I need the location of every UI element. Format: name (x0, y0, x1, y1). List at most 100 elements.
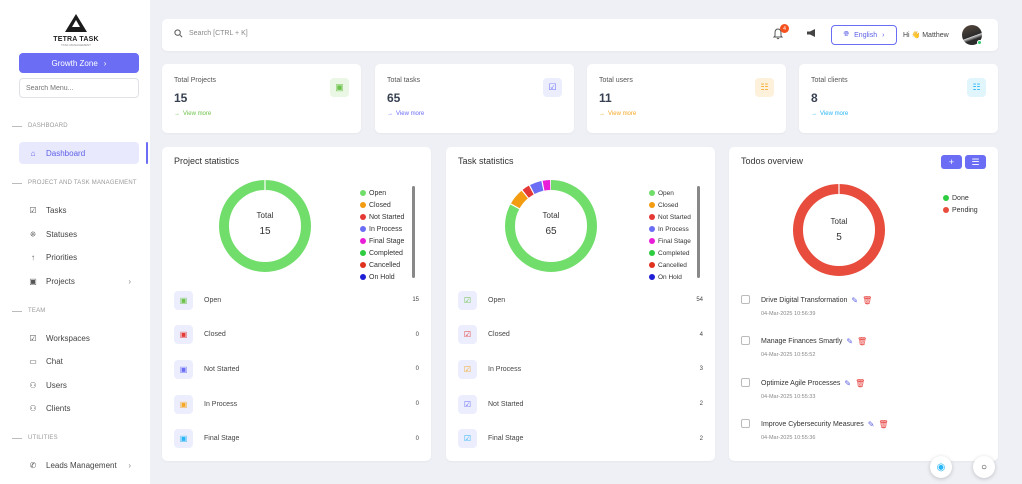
add-todo-button[interactable]: + (941, 155, 962, 169)
trash-icon[interactable]: 🗑︎ (862, 296, 873, 305)
language-selector[interactable]: 🌐︎ English › (831, 25, 897, 45)
legend-item-final-stage[interactable]: Final Stage (649, 235, 691, 247)
status-row-final-stage[interactable]: ▣ Final Stage 0 (174, 429, 419, 449)
sidebar-item-priorities[interactable]: ↑ Priorities (19, 246, 139, 268)
status-count: 0 (415, 401, 419, 408)
legend-dot (360, 250, 366, 256)
chevron-right-icon: › (882, 31, 885, 39)
clipboard-check-icon: ☑ (543, 78, 562, 97)
sidebar: TETRA TASK TASK MANAGEMENT Growth Zone ›… (0, 0, 150, 484)
legend-item-closed[interactable]: Closed (649, 199, 691, 211)
legend-dot (360, 274, 366, 280)
status-name: Not Started (488, 400, 524, 408)
donut-total-value: 5 (836, 232, 842, 243)
edit-icon[interactable]: ✎ (846, 337, 854, 347)
legend-item-done[interactable]: Done (943, 192, 978, 204)
legend-item-completed[interactable]: Completed (649, 247, 691, 259)
status-row-not-started[interactable]: ☑ Not Started 2 (458, 394, 703, 414)
view-more-link[interactable]: → View more (811, 111, 849, 117)
sidebar-item-users[interactable]: ⚇ Users (19, 374, 139, 396)
legend-item-pending[interactable]: Pending (943, 204, 978, 216)
legend-label: In Process (658, 225, 689, 233)
status-row-open[interactable]: ☑ Open 54 (458, 290, 703, 310)
status-row-in-process[interactable]: ▣ In Process 0 (174, 394, 419, 414)
status-count: 2 (699, 401, 703, 408)
support-chat-button[interactable]: ◉ (930, 456, 952, 478)
legend-dot (943, 207, 949, 213)
todo-checkbox[interactable] (741, 377, 750, 387)
legend-scrollbar[interactable] (697, 186, 700, 278)
online-status-dot (977, 40, 982, 45)
legend-item-completed[interactable]: Completed (360, 247, 404, 259)
view-more-link[interactable]: → View more (387, 111, 425, 117)
section-utilities: UTILITIES (12, 435, 58, 441)
todo-checkbox[interactable] (741, 418, 750, 428)
help-button[interactable]: ○ (973, 456, 995, 478)
stat-label: Total Projects (174, 77, 217, 84)
legend-item-in-process[interactable]: In Process (360, 223, 404, 235)
donut-slice-open[interactable] (505, 180, 597, 272)
todo-legend: Done Pending (943, 192, 978, 216)
sidebar-item-workspaces[interactable]: ☑ Workspaces (19, 327, 139, 349)
edit-icon[interactable]: ✎ (867, 419, 875, 429)
sidebar-item-statuses[interactable]: ⁜ Statuses (19, 223, 139, 245)
legend-item-not-started[interactable]: Not Started (649, 211, 691, 223)
status-name: Open (204, 296, 222, 304)
view-more-link[interactable]: → View more (599, 111, 637, 117)
sidebar-item-label: Projects (46, 276, 75, 286)
trash-icon[interactable]: 🗑︎ (857, 337, 868, 347)
sidebar-item-chat[interactable]: ▭ Chat (19, 350, 139, 372)
sidebar-item-label: Tasks (46, 205, 67, 215)
global-search[interactable]: Search [CTRL + K] (174, 29, 248, 38)
todo-date: 04-Mar-2025 10:55:36 (761, 434, 816, 441)
view-more-link[interactable]: → View more (174, 111, 212, 117)
legend-item-open[interactable]: Open (360, 187, 404, 199)
status-name: In Process (488, 365, 522, 373)
menu-search-input[interactable] (19, 78, 139, 98)
megaphone-icon[interactable] (806, 28, 817, 41)
legend-label: Not Started (369, 213, 405, 221)
chat-icon: ◉ (936, 461, 946, 473)
growth-zone-button[interactable]: Growth Zone › (19, 53, 139, 73)
legend-label: Done (952, 194, 969, 202)
sidebar-item-projects[interactable]: ▣ Projects › (19, 270, 139, 292)
legend-label: Closed (369, 201, 391, 209)
legend-item-cancelled[interactable]: Cancelled (360, 259, 404, 271)
legend-item-not-started[interactable]: Not Started (360, 211, 404, 223)
trash-icon[interactable]: 🗑︎ (855, 378, 866, 388)
sidebar-item-clients[interactable]: ⚇ Clients (19, 397, 139, 419)
sidebar-item-tasks[interactable]: ☑ Tasks (19, 199, 139, 221)
legend-item-in-process[interactable]: In Process (649, 223, 691, 235)
status-row-not-started[interactable]: ▣ Not Started 0 (174, 359, 419, 379)
legend-item-on-hold[interactable]: On Hold (360, 271, 404, 283)
legend-label: On Hold (369, 273, 395, 281)
stat-value: 11 (599, 91, 612, 105)
legend-item-on-hold[interactable]: On Hold (649, 271, 691, 283)
legend-item-cancelled[interactable]: Cancelled (649, 259, 691, 271)
status-count: 2 (699, 435, 703, 442)
legend-scrollbar[interactable] (412, 186, 415, 278)
trash-icon[interactable]: 🗑︎ (878, 419, 889, 429)
status-row-closed[interactable]: ☑ Closed 4 (458, 325, 703, 345)
list-todos-button[interactable]: ☰ (965, 155, 986, 169)
sidebar-item-dashboard[interactable]: ⌂ Dashboard (19, 142, 139, 164)
legend-dot (649, 214, 655, 220)
task-legend: Open Closed Not Started In Process Final Sta… (649, 187, 691, 283)
legend-item-final-stage[interactable]: Final Stage (360, 235, 404, 247)
status-row-open[interactable]: ▣ Open 15 (174, 290, 419, 310)
help-icon: ○ (980, 461, 988, 473)
edit-icon[interactable]: ✎ (851, 296, 859, 305)
todo-checkbox[interactable] (741, 295, 750, 304)
logo[interactable]: TETRA TASK TASK MANAGEMENT (50, 14, 102, 47)
status-row-in-process[interactable]: ☑ In Process 3 (458, 359, 703, 379)
sidebar-item-leads[interactable]: ✆ Leads Management › (19, 454, 139, 476)
clipboard-icon: ☑ (458, 429, 477, 449)
home-icon: ⌂ (30, 148, 36, 158)
todo-checkbox[interactable] (741, 336, 750, 346)
legend-item-open[interactable]: Open (649, 187, 691, 199)
status-row-closed[interactable]: ▣ Closed 0 (174, 325, 419, 345)
legend-item-closed[interactable]: Closed (360, 199, 404, 211)
user-card-icon: ☷ (967, 78, 986, 97)
edit-icon[interactable]: ✎ (844, 378, 852, 388)
status-row-final-stage[interactable]: ☑ Final Stage 2 (458, 429, 703, 449)
